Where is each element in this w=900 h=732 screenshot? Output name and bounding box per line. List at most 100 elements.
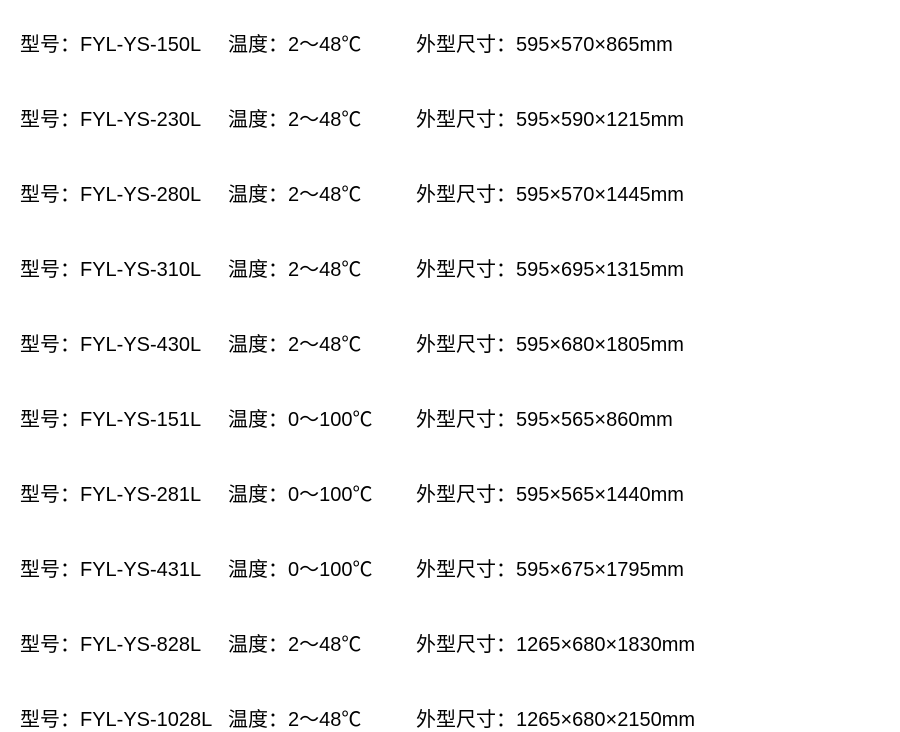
size-label: 外型尺寸： <box>416 634 516 656</box>
temperature-label: 温度： <box>228 709 288 731</box>
spec-row: 型号：FYL-YS-150L温度：2～48℃外型尺寸：595×570×865mm <box>20 28 880 57</box>
spec-row: 型号：FYL-YS-431L温度：0～100℃外型尺寸：595×675×1795… <box>20 553 880 582</box>
model-value: FYL-YS-431L <box>80 559 201 581</box>
temperature-label: 温度： <box>228 34 288 56</box>
temperature-value: 2～48℃ <box>288 709 361 731</box>
spec-list: 型号：FYL-YS-150L温度：2～48℃外型尺寸：595×570×865mm… <box>20 28 880 732</box>
size-label: 外型尺寸： <box>416 184 516 206</box>
size-cell: 外型尺寸：595×590×1215mm <box>416 103 684 132</box>
model-value: FYL-YS-1028L <box>80 709 212 731</box>
temperature-label: 温度： <box>228 409 288 431</box>
model-cell: 型号：FYL-YS-151L <box>20 403 228 432</box>
temperature-value: 2～48℃ <box>288 334 361 356</box>
temperature-cell: 温度：2～48℃ <box>228 178 416 207</box>
size-value: 595×565×1440mm <box>516 484 684 506</box>
model-cell: 型号：FYL-YS-430L <box>20 328 228 357</box>
temperature-cell: 温度：0～100℃ <box>228 478 416 507</box>
temperature-label: 温度： <box>228 559 288 581</box>
temperature-value: 2～48℃ <box>288 634 361 656</box>
temperature-value: 0～100℃ <box>288 559 373 581</box>
spec-row: 型号：FYL-YS-151L温度：0～100℃外型尺寸：595×565×860m… <box>20 403 880 432</box>
size-value: 1265×680×1830mm <box>516 634 695 656</box>
spec-row: 型号：FYL-YS-828L温度：2～48℃外型尺寸：1265×680×1830… <box>20 628 880 657</box>
size-label: 外型尺寸： <box>416 709 516 731</box>
model-label: 型号： <box>20 634 80 656</box>
size-value: 595×590×1215mm <box>516 109 684 131</box>
size-cell: 外型尺寸：595×570×1445mm <box>416 178 684 207</box>
model-cell: 型号：FYL-YS-281L <box>20 478 228 507</box>
size-cell: 外型尺寸：595×565×1440mm <box>416 478 684 507</box>
size-value: 595×570×1445mm <box>516 184 684 206</box>
spec-row: 型号：FYL-YS-430L温度：2～48℃外型尺寸：595×680×1805m… <box>20 328 880 357</box>
temperature-cell: 温度：0～100℃ <box>228 403 416 432</box>
model-label: 型号： <box>20 709 80 731</box>
model-value: FYL-YS-230L <box>80 109 201 131</box>
temperature-value: 2～48℃ <box>288 109 361 131</box>
model-cell: 型号：FYL-YS-230L <box>20 103 228 132</box>
spec-row: 型号：FYL-YS-230L温度：2～48℃外型尺寸：595×590×1215m… <box>20 103 880 132</box>
size-value: 595×680×1805mm <box>516 334 684 356</box>
size-label: 外型尺寸： <box>416 484 516 506</box>
size-label: 外型尺寸： <box>416 34 516 56</box>
temperature-value: 2～48℃ <box>288 259 361 281</box>
model-label: 型号： <box>20 184 80 206</box>
temperature-label: 温度： <box>228 334 288 356</box>
model-value: FYL-YS-828L <box>80 634 201 656</box>
size-label: 外型尺寸： <box>416 259 516 281</box>
size-cell: 外型尺寸：595×565×860mm <box>416 403 673 432</box>
temperature-cell: 温度：2～48℃ <box>228 28 416 57</box>
size-cell: 外型尺寸：595×680×1805mm <box>416 328 684 357</box>
size-cell: 外型尺寸：1265×680×2150mm <box>416 703 695 732</box>
temperature-value: 0～100℃ <box>288 484 373 506</box>
model-value: FYL-YS-310L <box>80 259 201 281</box>
size-value: 1265×680×2150mm <box>516 709 695 731</box>
temperature-label: 温度： <box>228 109 288 131</box>
model-label: 型号： <box>20 559 80 581</box>
temperature-cell: 温度：2～48℃ <box>228 703 416 732</box>
temperature-label: 温度： <box>228 184 288 206</box>
model-value: FYL-YS-150L <box>80 34 201 56</box>
temperature-cell: 温度：2～48℃ <box>228 328 416 357</box>
model-cell: 型号：FYL-YS-310L <box>20 253 228 282</box>
model-label: 型号： <box>20 259 80 281</box>
model-label: 型号： <box>20 109 80 131</box>
model-cell: 型号：FYL-YS-431L <box>20 553 228 582</box>
temperature-cell: 温度：2～48℃ <box>228 103 416 132</box>
model-label: 型号： <box>20 334 80 356</box>
model-value: FYL-YS-281L <box>80 484 201 506</box>
model-value: FYL-YS-151L <box>80 409 201 431</box>
model-cell: 型号：FYL-YS-150L <box>20 28 228 57</box>
model-cell: 型号：FYL-YS-828L <box>20 628 228 657</box>
temperature-value: 2～48℃ <box>288 184 361 206</box>
size-value: 595×565×860mm <box>516 409 673 431</box>
size-label: 外型尺寸： <box>416 559 516 581</box>
size-label: 外型尺寸： <box>416 409 516 431</box>
size-cell: 外型尺寸：595×695×1315mm <box>416 253 684 282</box>
spec-row: 型号：FYL-YS-310L温度：2～48℃外型尺寸：595×695×1315m… <box>20 253 880 282</box>
size-cell: 外型尺寸：1265×680×1830mm <box>416 628 695 657</box>
model-label: 型号： <box>20 409 80 431</box>
temperature-value: 0～100℃ <box>288 409 373 431</box>
size-label: 外型尺寸： <box>416 109 516 131</box>
model-label: 型号： <box>20 34 80 56</box>
spec-row: 型号：FYL-YS-1028L温度：2～48℃外型尺寸：1265×680×215… <box>20 703 880 732</box>
spec-row: 型号：FYL-YS-280L温度：2～48℃外型尺寸：595×570×1445m… <box>20 178 880 207</box>
temperature-label: 温度： <box>228 484 288 506</box>
temperature-cell: 温度：2～48℃ <box>228 253 416 282</box>
size-value: 595×675×1795mm <box>516 559 684 581</box>
temperature-label: 温度： <box>228 634 288 656</box>
temperature-value: 2～48℃ <box>288 34 361 56</box>
size-value: 595×570×865mm <box>516 34 673 56</box>
size-label: 外型尺寸： <box>416 334 516 356</box>
temperature-cell: 温度：0～100℃ <box>228 553 416 582</box>
model-cell: 型号：FYL-YS-1028L <box>20 703 228 732</box>
model-cell: 型号：FYL-YS-280L <box>20 178 228 207</box>
model-value: FYL-YS-280L <box>80 184 201 206</box>
size-cell: 外型尺寸：595×570×865mm <box>416 28 673 57</box>
size-cell: 外型尺寸：595×675×1795mm <box>416 553 684 582</box>
model-label: 型号： <box>20 484 80 506</box>
model-value: FYL-YS-430L <box>80 334 201 356</box>
temperature-label: 温度： <box>228 259 288 281</box>
spec-row: 型号：FYL-YS-281L温度：0～100℃外型尺寸：595×565×1440… <box>20 478 880 507</box>
temperature-cell: 温度：2～48℃ <box>228 628 416 657</box>
